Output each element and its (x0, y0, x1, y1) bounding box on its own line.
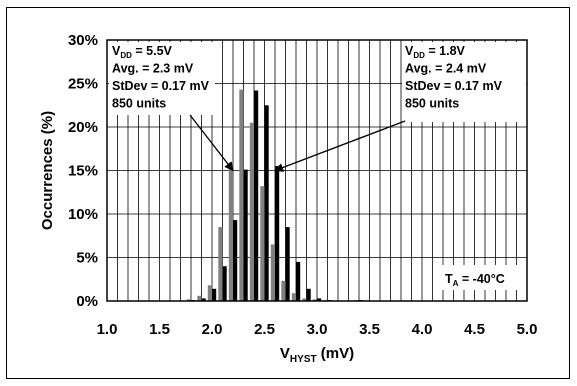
histogram-bar (296, 261, 301, 301)
annotation-line: VDD = 5.5V (112, 44, 173, 60)
x-axis-title: VHYST (mV) (280, 345, 354, 365)
x-axis-title-subscript: HYST (290, 354, 317, 365)
y-tick-label: 15% (68, 163, 98, 180)
annotation-subscript: DD (413, 51, 425, 60)
x-tick-label: 3.0 (307, 321, 328, 338)
histogram-bar (291, 293, 296, 301)
y-tick-label: 30% (68, 32, 98, 49)
histogram-bar (281, 281, 286, 301)
annotation-line: Avg. = 2.3 mV (112, 62, 194, 76)
histogram-bar (233, 220, 238, 301)
y-tick-label: 10% (68, 206, 98, 223)
annotation-text: StDev = 0.17 mV (112, 79, 210, 93)
y-tick-label: 5% (76, 250, 98, 267)
x-tick-label: 2.5 (254, 321, 275, 338)
histogram-bar (222, 266, 227, 301)
y-tick-label: 20% (68, 119, 98, 136)
x-tick-labels: 1.0 1.5 2.0 2.5 3.0 3.5 4.0 4.5 5.0 (97, 321, 538, 338)
annotation-box (109, 42, 215, 115)
histogram-bar (275, 166, 280, 301)
bar-series (186, 89, 364, 302)
y-tick-labels: 0% 5% 10% 15% 20% 25% 30% (68, 32, 98, 310)
annotation-line: StDev = 0.17 mV (405, 79, 503, 93)
x-tick-label: 4.0 (412, 321, 433, 338)
histogram-bar (239, 89, 244, 301)
histogram-bar (312, 299, 317, 301)
annotation-line: Avg. = 2.4 mV (405, 62, 487, 76)
x-axis-title-main: V (280, 345, 290, 362)
annotation-line: VDD = 1.8V (405, 44, 466, 60)
annotation-text: 850 units (405, 97, 459, 111)
y-tick-label: 25% (68, 76, 98, 93)
histogram-bar (218, 227, 223, 301)
histogram-bar (197, 295, 202, 301)
annotation-box (402, 42, 526, 122)
histogram-bar (249, 122, 254, 301)
histogram-bar (254, 90, 259, 301)
x-tick-label: 1.5 (149, 321, 170, 338)
condition-subscript: A (453, 279, 459, 288)
chart-frame (6, 7, 570, 379)
annotation-subscript: DD (120, 51, 132, 60)
annotation-text: V (112, 44, 121, 58)
histogram-bar (285, 227, 290, 301)
histogram-bar (317, 298, 322, 301)
x-tick-label: 1.0 (97, 321, 118, 338)
annotation-text: StDev = 0.17 mV (405, 79, 503, 93)
condition-box (440, 265, 524, 290)
annotation-text: Avg. = 2.3 mV (112, 62, 194, 76)
histogram-bar (302, 298, 307, 301)
annotation-arrow (189, 114, 234, 172)
x-tick-label: 3.5 (359, 321, 380, 338)
condition-text: T (445, 272, 453, 286)
condition-text: = -40°C (458, 272, 504, 286)
histogram-bar (228, 163, 233, 301)
x-axis-title-unit: (mV) (317, 345, 355, 362)
y-axis-title: Occurrences (%) (39, 111, 56, 230)
histogram-bar (260, 186, 265, 301)
annotation-line: 850 units (112, 97, 166, 111)
plot-border (106, 39, 528, 302)
annotation-arrow (274, 120, 406, 172)
histogram-bar (243, 169, 248, 301)
histogram-bar (186, 299, 191, 301)
histogram-bar (207, 285, 212, 301)
annotation-text: V (405, 44, 414, 58)
condition-label: TA = -40°C (445, 272, 505, 288)
histogram-bar (212, 288, 217, 301)
y-tick-label: 0% (76, 293, 98, 310)
annotation-line: StDev = 0.17 mV (112, 79, 210, 93)
histogram-bar (264, 105, 269, 302)
annotation-text: = 1.8V (425, 44, 466, 58)
histogram-bar (306, 288, 311, 301)
x-tick-label: 2.0 (202, 321, 223, 338)
histogram-bar (201, 298, 206, 301)
annotation-text: = 5.5V (132, 44, 173, 58)
x-tick-label: 4.5 (464, 321, 485, 338)
histogram-bar (270, 244, 275, 301)
annotation-text: 850 units (112, 97, 166, 111)
annotation-line: 850 units (405, 97, 459, 111)
x-tick-label: 5.0 (517, 321, 538, 338)
annotation-text: Avg. = 2.4 mV (405, 62, 487, 76)
